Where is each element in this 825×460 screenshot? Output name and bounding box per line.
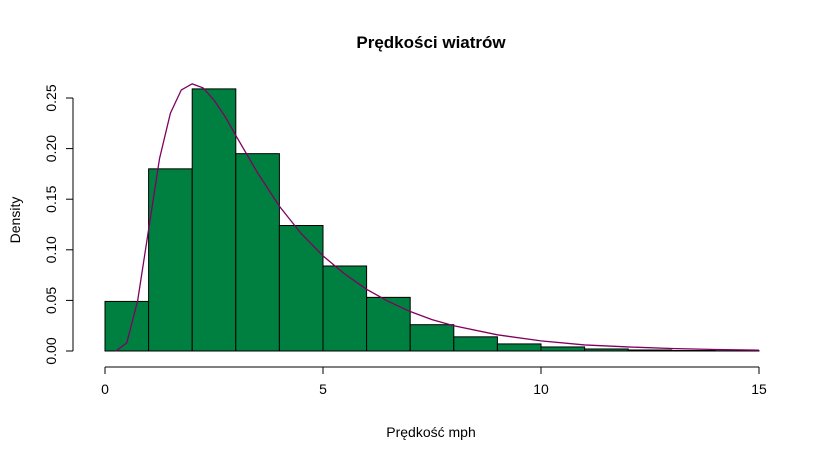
y-tick-label-4: 0.20 xyxy=(43,135,59,162)
x-tick-label-0: 0 xyxy=(101,381,109,397)
chart-title: Prędkości wiatrów xyxy=(356,33,506,52)
histogram-bar-10 xyxy=(540,346,586,352)
x-tick-label-2: 10 xyxy=(533,381,549,397)
x-tick-label-3: 15 xyxy=(751,381,767,397)
histogram-bar-9 xyxy=(496,343,542,352)
histogram-bar-2 xyxy=(191,88,237,352)
bars-group xyxy=(104,88,760,352)
x-tick-label-1: 5 xyxy=(319,381,327,397)
y-tick-label-5: 0.25 xyxy=(43,84,59,111)
histogram-bar-6 xyxy=(366,296,411,352)
histogram-bar-13 xyxy=(671,349,716,352)
histogram-bar-7 xyxy=(409,324,455,352)
histogram-bar-12 xyxy=(627,349,673,352)
histogram-bar-8 xyxy=(453,336,498,352)
x-axis-label: Prędkość mph xyxy=(386,424,475,440)
histogram-bar-11 xyxy=(584,348,629,352)
histogram-bar-3 xyxy=(235,153,280,352)
y-tick-label-0: 0.00 xyxy=(43,337,59,364)
histogram-bar-4 xyxy=(278,225,324,352)
histogram-bar-1 xyxy=(148,168,193,352)
y-tick-label-2: 0.10 xyxy=(43,236,59,263)
y-tick-label-3: 0.15 xyxy=(43,185,59,212)
y-axis: 0.00 0.05 0.10 0.15 0.20 0.25 xyxy=(43,84,74,365)
density-curve xyxy=(115,83,760,352)
y-axis-label: Density xyxy=(7,197,23,244)
x-axis: 0 5 10 15 xyxy=(101,366,767,397)
histogram-bar-5 xyxy=(322,265,368,352)
y-tick-label-1: 0.05 xyxy=(43,287,59,314)
